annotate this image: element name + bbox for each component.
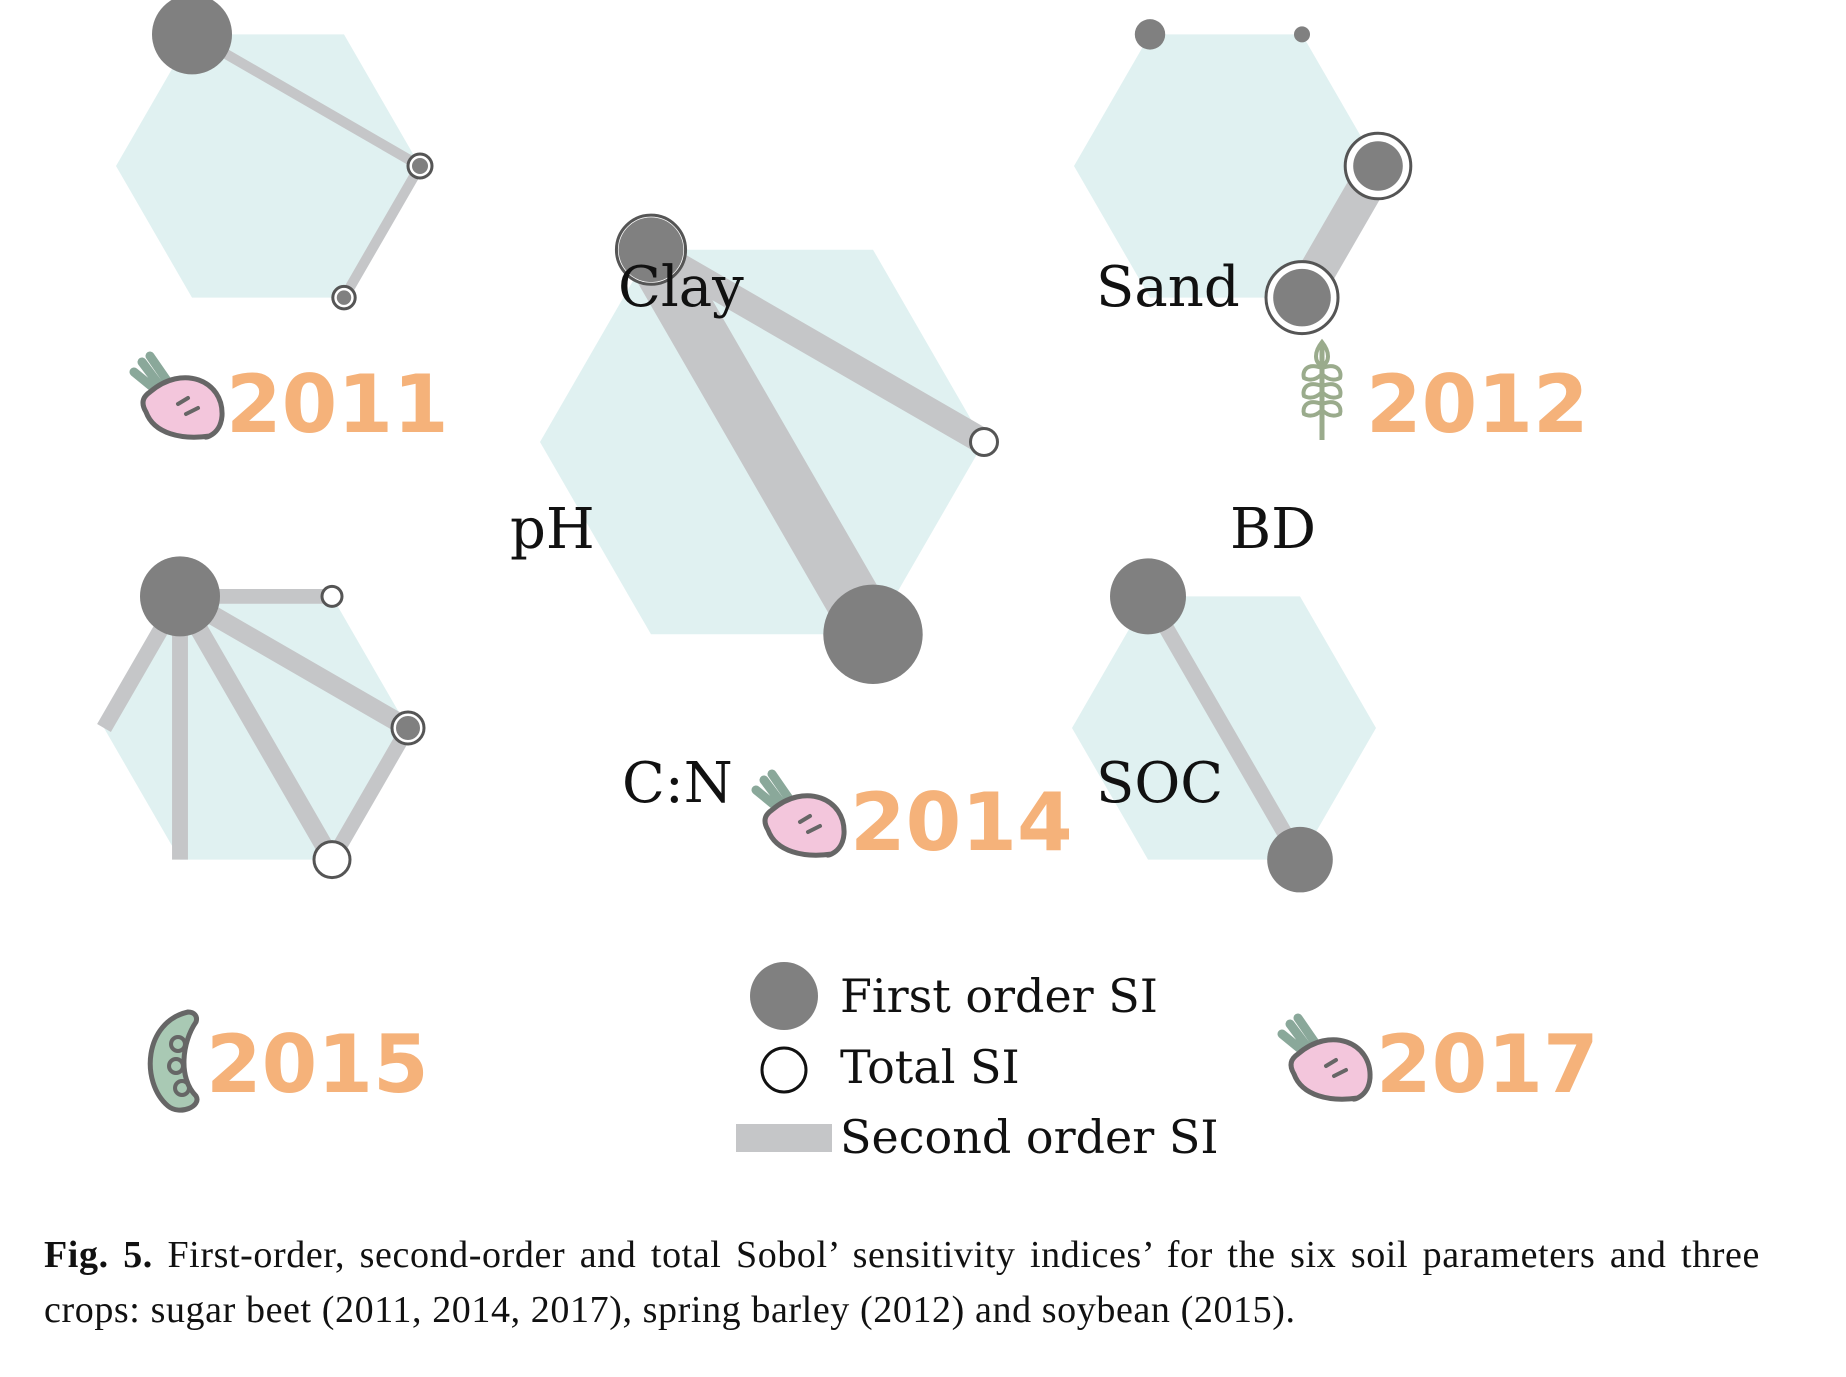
second-order-clay-bd: [175, 588, 413, 737]
panel-2015: [97, 556, 426, 880]
legend: First order SI Total SI Second order SI: [736, 962, 1219, 1164]
legend-second-order-marker: [736, 1124, 832, 1152]
second-order-clay-bd: [189, 29, 423, 171]
param-label-sand: Sand: [1096, 255, 1240, 320]
param-label-ph: pH: [510, 497, 595, 562]
param-label-cn: C:N: [622, 751, 733, 816]
total-si-bd: [969, 427, 999, 457]
caption-text: First-order, second-order and total Sobo…: [44, 1234, 1760, 1331]
first-order-si-sand: [1294, 26, 1310, 43]
hexagon-2012: [1074, 34, 1378, 298]
first-order-si-clay: [1134, 19, 1166, 50]
second-order-clay-bd: [644, 238, 991, 454]
sugar-beet-icon: [129, 351, 225, 440]
legend-total-marker: [760, 1046, 808, 1094]
total-si-sand: [320, 584, 344, 608]
figure-caption: Fig. 5. First-order, second-order and to…: [44, 1228, 1760, 1338]
first-order-si-soc: [336, 290, 352, 305]
sugar-beet-icon: [751, 769, 847, 858]
panel-2017: [1072, 558, 1376, 893]
param-label-clay: Clay: [618, 255, 744, 320]
sugar-beet-icon: [1277, 1013, 1373, 1102]
year-label-2011: 2011: [226, 358, 449, 451]
first-order-si-bd: [396, 716, 420, 740]
legend-total-label: Total SI: [840, 1040, 1020, 1094]
panel-2014: [540, 213, 999, 684]
year-label-2017: 2017: [1376, 1018, 1599, 1111]
first-order-si-clay: [1110, 558, 1186, 635]
first-order-si-bd: [412, 158, 428, 174]
legend-first-order-label: First order SI: [840, 969, 1158, 1023]
panel-2011: [116, 0, 434, 311]
second-order-bd-soc: [339, 163, 425, 301]
first-order-si-soc: [823, 584, 923, 684]
legend-second-order-label: Second order SI: [840, 1110, 1219, 1164]
first-order-si-bd: [1353, 141, 1403, 191]
panels-layer: [97, 0, 1413, 893]
first-order-si-clay: [152, 0, 232, 75]
caption-label: Fig. 5.: [44, 1234, 153, 1276]
hexagon-2011: [116, 34, 420, 298]
first-order-si-soc: [1267, 826, 1333, 893]
first-order-si-clay: [618, 217, 684, 283]
year-label-2014: 2014: [850, 776, 1073, 869]
second-order-clay-soc: [1141, 592, 1307, 864]
param-label-bd: BD: [1230, 497, 1316, 562]
param-label-soc: SOC: [1096, 751, 1223, 816]
panel-2012: [1074, 19, 1413, 336]
wheat-icon: [1301, 338, 1343, 440]
first-order-si-soc: [1273, 268, 1331, 327]
year-label-2012: 2012: [1366, 358, 1589, 451]
second-order-bd-soc: [325, 724, 415, 864]
first-order-si-clay: [140, 556, 220, 637]
legend-first-order-marker: [750, 962, 818, 1030]
total-si-soc: [312, 840, 352, 880]
soybean-icon: [147, 1009, 200, 1113]
second-order-clay-soc: [172, 591, 340, 865]
year-label-2015: 2015: [206, 1018, 429, 1111]
sensitivity-diagram: Clay Sand BD SOC C:N pH 2011 2012 2014 2…: [97, 0, 1599, 1164]
second-order-clay-soc: [626, 235, 898, 649]
